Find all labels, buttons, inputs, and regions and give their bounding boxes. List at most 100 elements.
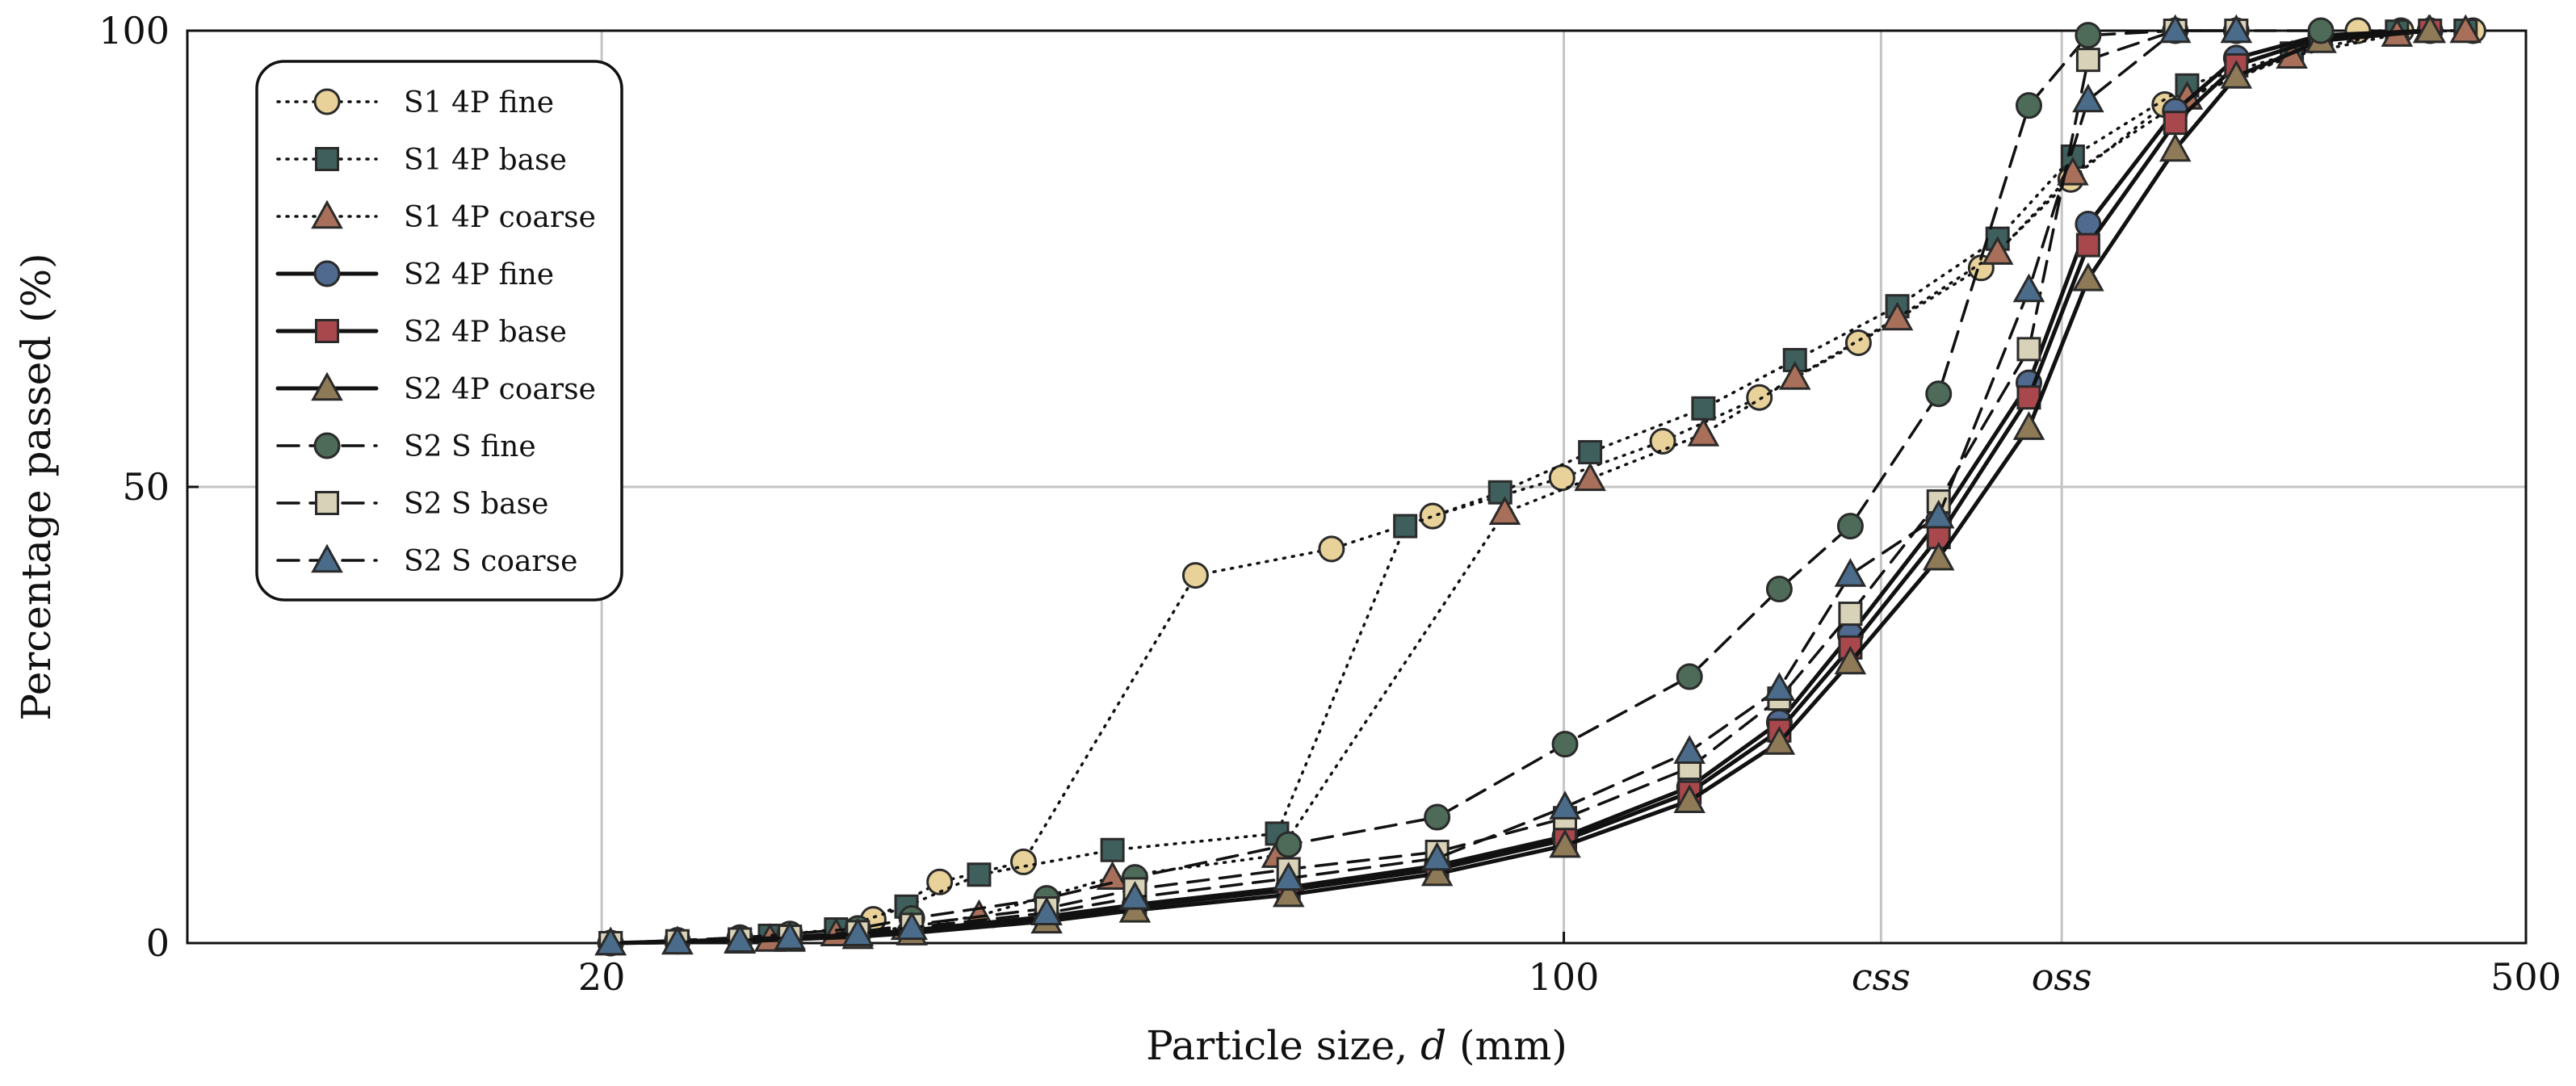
data-point-s2-4p-coarse — [1272, 878, 1305, 908]
x-axis-label-variable: d — [1420, 1022, 1446, 1069]
data-point-s2-s-coarse — [661, 925, 694, 955]
legend-marker-s2-s-fine — [313, 432, 341, 459]
data-point-s2-s-fine — [1424, 803, 1451, 831]
data-point-s2-s-coarse — [2220, 14, 2253, 44]
legend-marker-s2-s-coarse — [311, 543, 343, 573]
legend-label-s2-4p-coarse: S2 4P coarse — [404, 373, 596, 406]
data-point-s2-4p-coarse — [2159, 132, 2192, 162]
data-point-s2-4p-coarse — [1549, 828, 1581, 858]
data-point-s2-s-fine — [1765, 576, 1793, 603]
data-point-s1-4p-fine — [1844, 329, 1872, 356]
legend-marker-s2-s-base — [315, 491, 339, 515]
data-point-s2-s-coarse — [1673, 735, 1706, 764]
data-point-s1-4p-coarse — [1574, 462, 1606, 492]
data-point-s2-4p-coarse — [1673, 784, 1706, 814]
series-layer — [594, 14, 2486, 957]
series-s1-4p-coarse — [753, 14, 2482, 952]
data-point-s2-s-coarse — [1118, 881, 1152, 910]
data-point-s1-4p-fine — [1009, 848, 1037, 875]
data-point-s2-s-coarse — [2012, 273, 2045, 303]
data-point-s2-s-base — [2016, 337, 2041, 362]
legend-label-s1-4p-coarse: S1 4P coarse — [404, 201, 596, 234]
series-s1-4p-base — [757, 19, 2478, 948]
data-point-s2-s-coarse — [841, 917, 875, 946]
data-point-s2-s-coarse — [2072, 83, 2104, 113]
y-tick-label-100: 100 — [99, 9, 170, 52]
data-point-s2-s-coarse — [1834, 558, 1867, 587]
data-point-s2-s-base — [2075, 48, 2100, 73]
data-point-s2-s-fine — [1551, 731, 1579, 758]
axis-ticks: 20 100 500 css oss 0 50 100 — [99, 9, 2561, 999]
data-point-s2-s-coarse — [896, 911, 928, 941]
y-tick-label-0: 0 — [146, 921, 170, 965]
y-axis-label: Percentage passed (%) — [13, 253, 60, 720]
data-point-s2-s-base — [1838, 602, 1863, 627]
data-point-s2-s-fine — [1275, 831, 1303, 858]
data-point-s1-4p-coarse — [2449, 14, 2482, 44]
legend-label-s1-4p-base: S1 4P base — [404, 144, 567, 177]
y-tick-label-50: 50 — [122, 465, 170, 509]
series-s2-s-coarse — [594, 14, 2253, 956]
series-s2-4p-coarse — [594, 14, 2447, 956]
legend-label-s2-s-fine: S2 S fine — [404, 430, 536, 463]
data-point-s2-4p-coarse — [1922, 541, 1955, 571]
data-point-s2-s-coarse — [724, 924, 757, 953]
data-point-s1-4p-coarse — [1881, 301, 1914, 331]
data-point-s2-s-coarse — [1763, 672, 1796, 702]
data-point-s2-s-coarse — [774, 920, 806, 950]
data-point-s1-4p-fine — [1649, 428, 1676, 455]
data-point-s2-4p-base — [2075, 233, 2100, 258]
data-point-s2-4p-coarse — [2072, 262, 2104, 291]
legend-marker-s2-4p-fine — [313, 260, 341, 287]
series-line-s1-4p-fine — [871, 29, 2475, 921]
data-point-s1-4p-base — [1487, 480, 1512, 505]
data-point-s2-s-fine — [1925, 380, 1953, 408]
legend-item-s2-s-fine: S2 S fine — [276, 430, 536, 463]
legend-label-s2-4p-base: S2 4P base — [404, 316, 567, 349]
x-axis-label-prefix: Particle size, — [1146, 1022, 1420, 1069]
legend-marker-s1-4p-coarse — [311, 199, 343, 229]
data-point-s1-4p-coarse — [1778, 361, 1811, 390]
data-point-s1-4p-coarse — [1687, 417, 1720, 447]
data-point-s2-4p-coarse — [1834, 645, 1867, 675]
data-point-s1-4p-base — [1578, 440, 1603, 465]
data-point-s2-s-fine — [1836, 513, 1864, 540]
data-point-s1-4p-base — [1100, 837, 1125, 862]
data-point-s2-s-fine — [2015, 92, 2042, 120]
x-axis-label: Particle size, d (mm) — [1146, 1022, 1567, 1069]
data-point-s1-4p-fine — [1419, 502, 1446, 530]
data-point-s1-4p-base — [1393, 514, 1418, 539]
data-point-s1-4p-fine — [1181, 562, 1209, 589]
x-tick-label-500: 500 — [2490, 955, 2561, 999]
legend-item-s1-4p-coarse: S1 4P coarse — [276, 199, 596, 234]
legend-label-s1-4p-fine: S1 4P fine — [404, 86, 554, 120]
legend-marker-s2-4p-base — [315, 319, 339, 343]
x-annotation-css: css — [1852, 955, 1911, 999]
data-point-s2-s-coarse — [594, 926, 627, 956]
data-point-s2-4p-coarse — [2414, 14, 2447, 44]
series-line-s1-4p-base — [768, 29, 2468, 937]
data-point-s2-s-fine — [1676, 663, 1703, 690]
series-line-s2-s-fine — [609, 29, 2322, 945]
data-point-s1-4p-coarse — [1981, 236, 2014, 265]
x-tick-label-100: 100 — [1529, 955, 1600, 999]
data-point-s2-4p-coarse — [1763, 726, 1796, 755]
legend-marker-s2-4p-coarse — [311, 371, 343, 401]
x-axis-label-suffix: (mm) — [1446, 1022, 1567, 1069]
legend-box — [255, 60, 623, 602]
data-point-s1-4p-fine — [1746, 384, 1773, 411]
x-tick-label-20: 20 — [578, 955, 626, 999]
legend-label-s2-s-coarse: S2 S coarse — [404, 545, 577, 578]
legend-marker-s1-4p-base — [315, 147, 339, 171]
data-point-s2-s-fine — [2075, 22, 2102, 49]
legend-item-s1-4p-fine: S1 4P fine — [276, 86, 554, 120]
data-point-s2-s-coarse — [1922, 499, 1955, 529]
data-point-s2-4p-coarse — [1420, 857, 1454, 887]
legend: S1 4P fine S1 4P base S1 4P coarse S2 4P fi… — [255, 60, 623, 602]
legend-item-s2-4p-base: S2 4P base — [275, 316, 567, 349]
legend-marker-s1-4p-fine — [313, 88, 341, 115]
series-line-s1-4p-coarse — [768, 29, 2468, 941]
data-point-s1-4p-fine — [926, 868, 954, 895]
data-point-s1-4p-base — [1691, 396, 1716, 421]
